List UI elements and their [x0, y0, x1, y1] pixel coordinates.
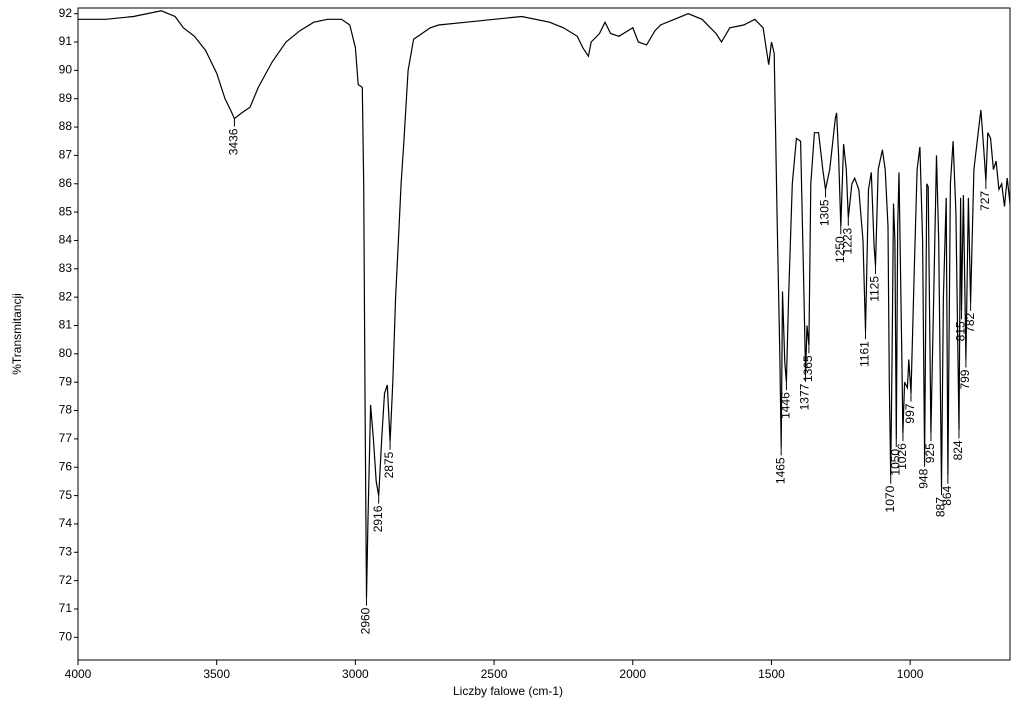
- y-axis-label: %Transmitancji: [10, 293, 24, 375]
- y-tick-label: 76: [59, 459, 73, 473]
- y-tick-label: 75: [59, 488, 73, 502]
- peak-label: 3436: [227, 128, 241, 155]
- y-tick-label: 70: [59, 629, 73, 643]
- y-tick-label: 72: [59, 573, 73, 587]
- y-tick-label: 77: [59, 431, 73, 445]
- y-tick-label: 80: [59, 346, 73, 360]
- peak-label: 997: [903, 403, 917, 423]
- y-tick-label: 78: [59, 403, 73, 417]
- y-tick-label: 90: [59, 63, 73, 77]
- peak-label: 1446: [779, 392, 793, 419]
- peak-label: 799: [958, 369, 972, 389]
- peak-label: 925: [923, 443, 937, 463]
- y-tick-label: 84: [59, 233, 73, 247]
- x-tick-label: 1000: [897, 667, 924, 681]
- x-axis-label: Liczby falowe (cm-1): [453, 684, 563, 698]
- peak-label: 1305: [818, 199, 832, 226]
- peak-label: 864: [940, 485, 954, 505]
- peak-label: 1250: [833, 236, 847, 263]
- peak-label: 1070: [883, 485, 897, 512]
- peak-label: 2960: [359, 607, 373, 634]
- x-tick-label: 2000: [619, 667, 646, 681]
- y-tick-label: 91: [59, 34, 73, 48]
- peak-label: 815: [954, 321, 968, 341]
- peak-label: 1050: [888, 449, 902, 476]
- peak-label: 887: [934, 497, 948, 517]
- y-tick-label: 86: [59, 176, 73, 190]
- y-tick-label: 74: [59, 516, 73, 530]
- peak-label: 1161: [858, 341, 872, 367]
- x-tick-label: 4000: [65, 667, 92, 681]
- plot-frame: [77, 7, 1011, 661]
- y-tick-label: 83: [59, 261, 73, 275]
- y-tick-label: 87: [59, 148, 73, 162]
- y-tick-label: 73: [59, 544, 73, 558]
- peak-label: 727: [978, 191, 992, 211]
- peak-label: 1223: [840, 227, 854, 254]
- peak-label: 2875: [382, 451, 396, 478]
- y-tick-label: 82: [59, 289, 73, 303]
- peak-label: 2916: [371, 505, 385, 532]
- peak-label: 948: [917, 468, 931, 488]
- y-tick-label: 81: [59, 318, 73, 332]
- y-tick-label: 85: [59, 204, 73, 218]
- peak-label: 1377: [798, 383, 812, 410]
- peak-label: 1026: [895, 443, 909, 470]
- peak-label: 1125: [868, 276, 882, 302]
- y-tick-label: 89: [59, 91, 73, 105]
- y-tick-label: 88: [59, 119, 73, 133]
- spectrum-line: [78, 10, 1011, 598]
- y-tick-label: 71: [59, 601, 73, 615]
- x-tick-label: 3500: [203, 667, 230, 681]
- peak-label: 1465: [773, 457, 787, 484]
- x-tick-label: 1500: [758, 667, 785, 681]
- y-tick-label: 79: [59, 374, 73, 388]
- peak-label: 824: [951, 440, 965, 460]
- x-tick-label: 2500: [481, 667, 508, 681]
- peak-label: 1365: [801, 355, 815, 382]
- x-tick-label: 3000: [342, 667, 369, 681]
- peak-label: 782: [963, 313, 977, 333]
- y-tick-label: 92: [59, 6, 73, 20]
